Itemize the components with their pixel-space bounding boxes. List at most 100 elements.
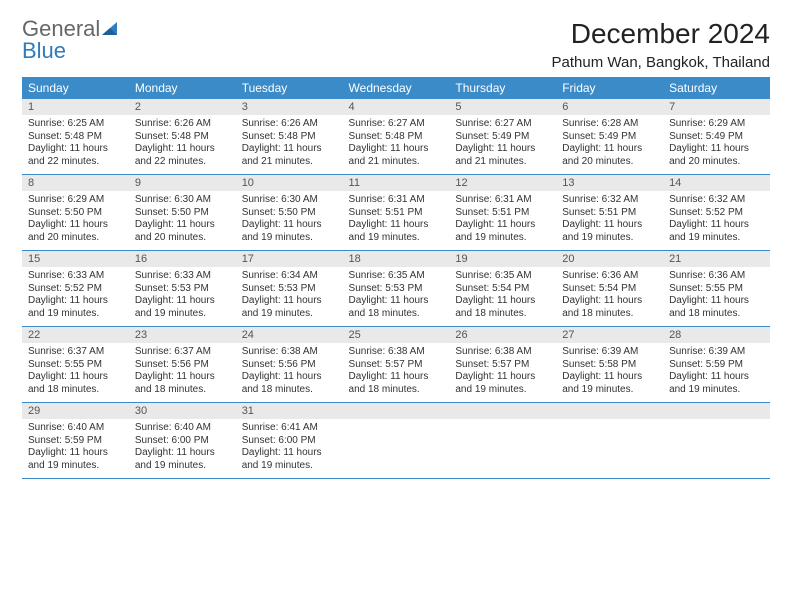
day-cell: 17Sunrise: 6:34 AMSunset: 5:53 PMDayligh… bbox=[236, 251, 343, 327]
day-cell: 23Sunrise: 6:37 AMSunset: 5:56 PMDayligh… bbox=[129, 327, 236, 403]
sunrise-text: Sunrise: 6:33 AM bbox=[135, 270, 230, 283]
sunset-text: Sunset: 5:51 PM bbox=[349, 207, 444, 220]
day-body: Sunrise: 6:37 AMSunset: 5:56 PMDaylight:… bbox=[129, 343, 236, 402]
sunset-text: Sunset: 5:54 PM bbox=[562, 283, 657, 296]
logo-text-2: Blue bbox=[22, 38, 66, 63]
day-body bbox=[663, 419, 770, 475]
daylight-text: Daylight: 11 hours and 20 minutes. bbox=[28, 219, 123, 244]
sunrise-text: Sunrise: 6:37 AM bbox=[28, 346, 123, 359]
day-number: 19 bbox=[449, 251, 556, 267]
sunrise-text: Sunrise: 6:35 AM bbox=[455, 270, 550, 283]
day-number: 29 bbox=[22, 403, 129, 419]
daylight-text: Daylight: 11 hours and 19 minutes. bbox=[455, 371, 550, 396]
sunset-text: Sunset: 5:48 PM bbox=[135, 131, 230, 144]
daylight-text: Daylight: 11 hours and 18 minutes. bbox=[349, 295, 444, 320]
week-row: 22Sunrise: 6:37 AMSunset: 5:55 PMDayligh… bbox=[22, 327, 770, 403]
daylight-text: Daylight: 11 hours and 18 minutes. bbox=[349, 371, 444, 396]
daylight-text: Daylight: 11 hours and 19 minutes. bbox=[669, 219, 764, 244]
sunset-text: Sunset: 5:56 PM bbox=[242, 359, 337, 372]
day-cell: 1Sunrise: 6:25 AMSunset: 5:48 PMDaylight… bbox=[22, 99, 129, 175]
day-body: Sunrise: 6:32 AMSunset: 5:51 PMDaylight:… bbox=[556, 191, 663, 250]
day-body: Sunrise: 6:29 AMSunset: 5:50 PMDaylight:… bbox=[22, 191, 129, 250]
daylight-text: Daylight: 11 hours and 18 minutes. bbox=[28, 371, 123, 396]
sunrise-text: Sunrise: 6:28 AM bbox=[562, 118, 657, 131]
sunrise-text: Sunrise: 6:31 AM bbox=[349, 194, 444, 207]
daylight-text: Daylight: 11 hours and 18 minutes. bbox=[562, 295, 657, 320]
day-body: Sunrise: 6:35 AMSunset: 5:54 PMDaylight:… bbox=[449, 267, 556, 326]
day-body: Sunrise: 6:30 AMSunset: 5:50 PMDaylight:… bbox=[236, 191, 343, 250]
dow-tue: Tuesday bbox=[236, 77, 343, 99]
day-body: Sunrise: 6:40 AMSunset: 5:59 PMDaylight:… bbox=[22, 419, 129, 478]
day-body: Sunrise: 6:31 AMSunset: 5:51 PMDaylight:… bbox=[449, 191, 556, 250]
day-number: 16 bbox=[129, 251, 236, 267]
daylight-text: Daylight: 11 hours and 19 minutes. bbox=[562, 371, 657, 396]
dow-wed: Wednesday bbox=[343, 77, 450, 99]
day-number: 28 bbox=[663, 327, 770, 343]
day-number: 8 bbox=[22, 175, 129, 191]
sunset-text: Sunset: 5:59 PM bbox=[669, 359, 764, 372]
day-cell: 27Sunrise: 6:39 AMSunset: 5:58 PMDayligh… bbox=[556, 327, 663, 403]
day-body: Sunrise: 6:26 AMSunset: 5:48 PMDaylight:… bbox=[236, 115, 343, 174]
sunrise-text: Sunrise: 6:38 AM bbox=[455, 346, 550, 359]
day-cell: 10Sunrise: 6:30 AMSunset: 5:50 PMDayligh… bbox=[236, 175, 343, 251]
sunset-text: Sunset: 5:48 PM bbox=[349, 131, 444, 144]
daylight-text: Daylight: 11 hours and 20 minutes. bbox=[562, 143, 657, 168]
sunrise-text: Sunrise: 6:33 AM bbox=[28, 270, 123, 283]
daylight-text: Daylight: 11 hours and 18 minutes. bbox=[455, 295, 550, 320]
day-cell bbox=[663, 403, 770, 479]
sunrise-text: Sunrise: 6:32 AM bbox=[669, 194, 764, 207]
sunrise-text: Sunrise: 6:27 AM bbox=[455, 118, 550, 131]
daylight-text: Daylight: 11 hours and 19 minutes. bbox=[349, 219, 444, 244]
sunset-text: Sunset: 5:54 PM bbox=[455, 283, 550, 296]
sunset-text: Sunset: 5:55 PM bbox=[28, 359, 123, 372]
daylight-text: Daylight: 11 hours and 19 minutes. bbox=[455, 219, 550, 244]
day-cell: 16Sunrise: 6:33 AMSunset: 5:53 PMDayligh… bbox=[129, 251, 236, 327]
day-cell: 30Sunrise: 6:40 AMSunset: 6:00 PMDayligh… bbox=[129, 403, 236, 479]
day-body: Sunrise: 6:31 AMSunset: 5:51 PMDaylight:… bbox=[343, 191, 450, 250]
dow-fri: Friday bbox=[556, 77, 663, 99]
week-row: 29Sunrise: 6:40 AMSunset: 5:59 PMDayligh… bbox=[22, 403, 770, 479]
day-body: Sunrise: 6:29 AMSunset: 5:49 PMDaylight:… bbox=[663, 115, 770, 174]
daylight-text: Daylight: 11 hours and 19 minutes. bbox=[28, 295, 123, 320]
day-body: Sunrise: 6:39 AMSunset: 5:58 PMDaylight:… bbox=[556, 343, 663, 402]
day-cell: 12Sunrise: 6:31 AMSunset: 5:51 PMDayligh… bbox=[449, 175, 556, 251]
day-cell: 14Sunrise: 6:32 AMSunset: 5:52 PMDayligh… bbox=[663, 175, 770, 251]
day-body: Sunrise: 6:36 AMSunset: 5:54 PMDaylight:… bbox=[556, 267, 663, 326]
daylight-text: Daylight: 11 hours and 21 minutes. bbox=[242, 143, 337, 168]
day-body: Sunrise: 6:38 AMSunset: 5:57 PMDaylight:… bbox=[343, 343, 450, 402]
sunrise-text: Sunrise: 6:39 AM bbox=[669, 346, 764, 359]
day-cell: 31Sunrise: 6:41 AMSunset: 6:00 PMDayligh… bbox=[236, 403, 343, 479]
day-body bbox=[556, 419, 663, 475]
sunset-text: Sunset: 5:48 PM bbox=[242, 131, 337, 144]
day-cell bbox=[343, 403, 450, 479]
location: Pathum Wan, Bangkok, Thailand bbox=[552, 54, 770, 71]
sunset-text: Sunset: 5:50 PM bbox=[135, 207, 230, 220]
day-number: 15 bbox=[22, 251, 129, 267]
sunset-text: Sunset: 6:00 PM bbox=[135, 435, 230, 448]
day-number bbox=[556, 403, 663, 419]
day-body: Sunrise: 6:26 AMSunset: 5:48 PMDaylight:… bbox=[129, 115, 236, 174]
dow-thu: Thursday bbox=[449, 77, 556, 99]
dow-sat: Saturday bbox=[663, 77, 770, 99]
sunset-text: Sunset: 5:57 PM bbox=[455, 359, 550, 372]
header: GeneralBlue December 2024 Pathum Wan, Ba… bbox=[22, 18, 770, 71]
day-number: 31 bbox=[236, 403, 343, 419]
sunrise-text: Sunrise: 6:26 AM bbox=[242, 118, 337, 131]
day-body: Sunrise: 6:28 AMSunset: 5:49 PMDaylight:… bbox=[556, 115, 663, 174]
day-cell: 11Sunrise: 6:31 AMSunset: 5:51 PMDayligh… bbox=[343, 175, 450, 251]
daylight-text: Daylight: 11 hours and 21 minutes. bbox=[349, 143, 444, 168]
day-number: 9 bbox=[129, 175, 236, 191]
sunrise-text: Sunrise: 6:34 AM bbox=[242, 270, 337, 283]
day-body: Sunrise: 6:33 AMSunset: 5:52 PMDaylight:… bbox=[22, 267, 129, 326]
day-number: 1 bbox=[22, 99, 129, 115]
daylight-text: Daylight: 11 hours and 21 minutes. bbox=[455, 143, 550, 168]
day-body: Sunrise: 6:27 AMSunset: 5:49 PMDaylight:… bbox=[449, 115, 556, 174]
day-body: Sunrise: 6:25 AMSunset: 5:48 PMDaylight:… bbox=[22, 115, 129, 174]
daylight-text: Daylight: 11 hours and 18 minutes. bbox=[669, 295, 764, 320]
day-number: 12 bbox=[449, 175, 556, 191]
calendar-body: 1Sunrise: 6:25 AMSunset: 5:48 PMDaylight… bbox=[22, 99, 770, 479]
daylight-text: Daylight: 11 hours and 19 minutes. bbox=[135, 295, 230, 320]
day-cell: 8Sunrise: 6:29 AMSunset: 5:50 PMDaylight… bbox=[22, 175, 129, 251]
day-number: 4 bbox=[343, 99, 450, 115]
dow-row: Sunday Monday Tuesday Wednesday Thursday… bbox=[22, 77, 770, 99]
